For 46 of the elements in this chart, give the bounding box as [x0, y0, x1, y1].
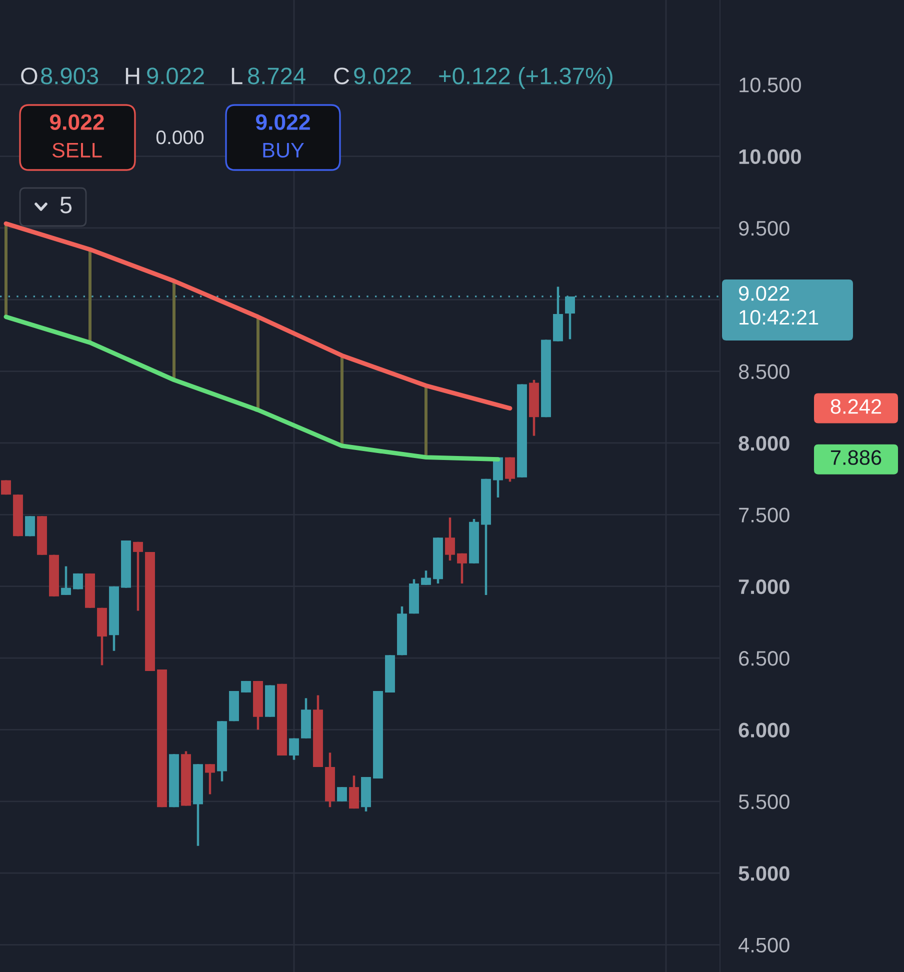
text: 8.242 [830, 399, 882, 414]
annotation: 9.022 [50, 114, 104, 130]
candlestick [205, 763, 215, 796]
annotation: 8.903 [41, 68, 98, 84]
y-tick-label: 8.500 [738, 364, 790, 380]
y-tick-label: 10.500 [740, 78, 801, 92]
ref-line-label: 9.022 10:42:21 [738, 286, 818, 325]
bar [88, 249, 92, 343]
annotation: 0.000 [156, 130, 204, 144]
bar [340, 356, 344, 446]
y-tick-label: 5.000 [738, 866, 790, 881]
bar [256, 316, 260, 410]
candlestick [61, 565, 71, 596]
annotation: +0.122 (+1.37%) [439, 66, 612, 89]
annotation: 9.022 [147, 68, 204, 84]
annotation: 5 [60, 196, 72, 214]
y-tick-label: 6.500 [739, 651, 790, 666]
bar [4, 224, 8, 317]
candlestick [421, 569, 431, 586]
bar [172, 280, 176, 380]
line-series [4, 221, 512, 411]
y-tick-label: 9.500 [739, 220, 790, 236]
y-tick-label: 6.000 [738, 722, 790, 738]
candlestick [505, 456, 515, 483]
annotation: 9.022 [256, 114, 310, 130]
y-tick-label: 7.500 [739, 508, 790, 522]
annotation: L [232, 68, 242, 84]
annotation: O [21, 68, 38, 84]
candlestick [445, 516, 455, 562]
y-tick-label: 7.000 [738, 579, 790, 594]
y-tick-label: 4.500 [738, 938, 790, 953]
candlestick [349, 774, 359, 810]
annotation: C [334, 68, 350, 84]
candlestick [133, 540, 143, 612]
y-tick-label: 10.000 [739, 149, 801, 164]
bar [424, 386, 428, 458]
annotation: BUY [263, 143, 304, 158]
candlestick [289, 737, 299, 761]
y-tick-label: 5.500 [738, 794, 790, 810]
annotation: H [126, 68, 140, 84]
annotation: 9.022 [354, 68, 411, 84]
y-tick-label: 8.000 [738, 436, 790, 451]
annotation: 8.724 [248, 68, 306, 84]
candlestick [457, 552, 467, 585]
annotation: SELL [52, 142, 102, 158]
text: 7.886 [831, 450, 882, 465]
